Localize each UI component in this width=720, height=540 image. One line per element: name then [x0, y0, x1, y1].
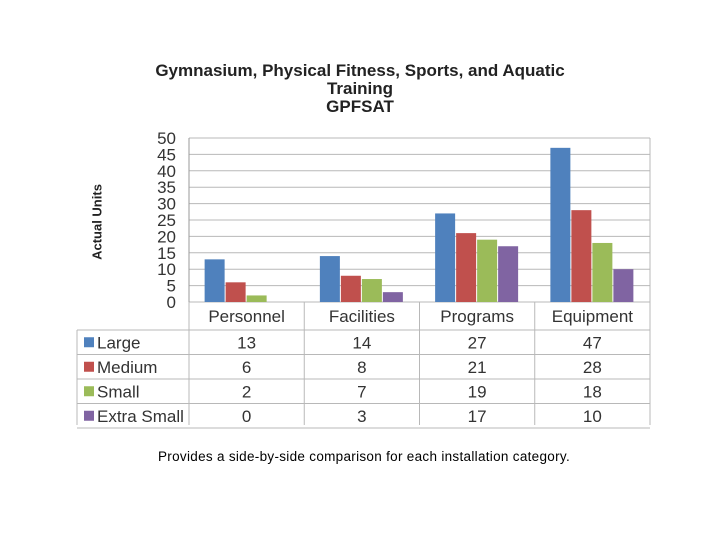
bar-extra-small	[382, 292, 403, 302]
y-tick-label: 50	[157, 129, 176, 148]
data-label: 7	[357, 382, 366, 401]
data-label: 13	[237, 333, 256, 352]
bar-large	[319, 256, 340, 302]
bar-large	[550, 147, 571, 302]
bar-extra-small	[498, 246, 519, 302]
y-tick-label: 35	[157, 178, 176, 197]
bar-small	[246, 295, 267, 302]
legend-swatch	[84, 337, 94, 348]
bar-small	[477, 239, 498, 302]
chart-title-line: GPFSAT	[326, 97, 394, 116]
bar-large	[435, 213, 456, 302]
x-category-label: Personnel	[208, 307, 285, 326]
bar-medium	[456, 233, 477, 302]
legend-swatch	[84, 386, 94, 397]
data-label: 47	[583, 333, 602, 352]
bar-small	[361, 279, 382, 302]
legend-label: Extra Small	[97, 407, 184, 426]
data-label: 28	[583, 358, 602, 377]
y-tick-label: 30	[157, 195, 176, 214]
legend-swatch	[84, 361, 94, 372]
x-category-label: Equipment	[552, 307, 634, 326]
y-tick-label: 15	[157, 244, 176, 263]
chart-title: Gymnasium, Physical Fitness, Sports, and…	[130, 62, 590, 116]
data-label: 19	[468, 382, 487, 401]
y-tick-label: 5	[167, 277, 176, 296]
chart-title-line: Training	[326, 79, 394, 98]
bar-medium	[340, 275, 361, 302]
bar-large	[204, 259, 225, 302]
legend-swatch	[84, 410, 94, 421]
data-label: 2	[242, 382, 251, 401]
chart-title-line: Gymnasium, Physical Fitness, Sports, and…	[155, 61, 565, 80]
y-tick-label: 10	[157, 260, 176, 279]
y-tick-label: 25	[157, 211, 176, 230]
bar-extra-small	[613, 269, 634, 302]
bar-medium	[225, 282, 246, 302]
caption: Provides a side-by-side comparison for e…	[158, 449, 570, 464]
data-label: 10	[583, 407, 602, 426]
data-label: 18	[583, 382, 602, 401]
y-tick-label: 40	[157, 162, 176, 181]
data-label: 17	[468, 407, 487, 426]
bar-medium	[571, 210, 592, 302]
y-tick-label: 0	[167, 293, 176, 312]
data-label: 8	[357, 358, 366, 377]
y-tick-label: 45	[157, 145, 176, 164]
data-label: 27	[468, 333, 487, 352]
data-label: 3	[357, 407, 366, 426]
data-label: 0	[242, 407, 251, 426]
y-tick-label: 20	[157, 227, 176, 246]
data-label: 14	[352, 333, 371, 352]
legend-label: Medium	[97, 358, 157, 377]
bar-small	[592, 242, 613, 302]
x-category-label: Programs	[440, 307, 514, 326]
legend-label: Large	[97, 333, 140, 352]
data-label: 21	[468, 358, 487, 377]
data-label: 6	[242, 358, 251, 377]
x-category-label: Facilities	[329, 307, 395, 326]
legend-label: Small	[97, 382, 140, 401]
